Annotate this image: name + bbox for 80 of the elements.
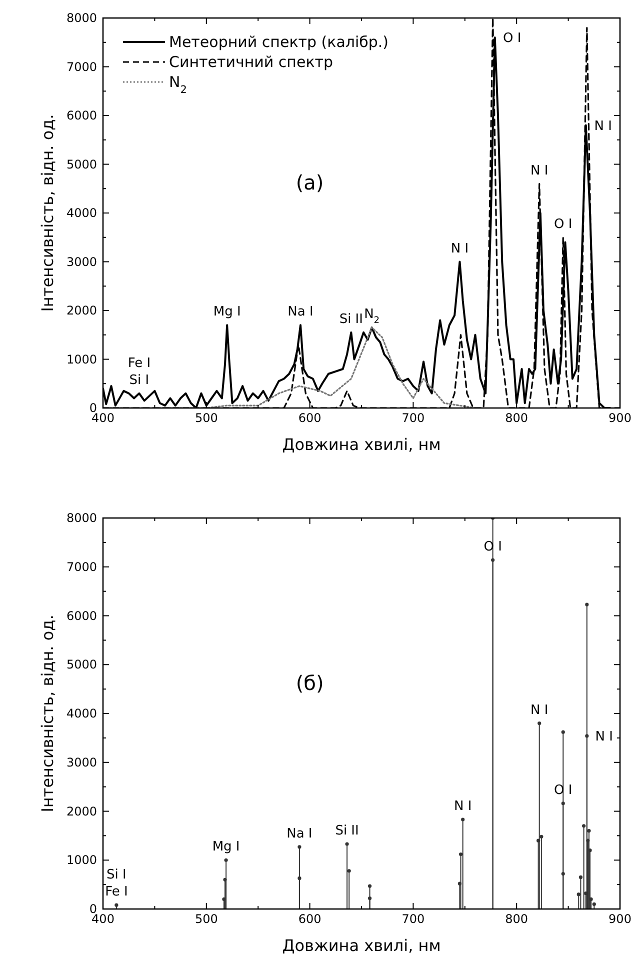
y-tick-label: 3000 [66, 254, 97, 269]
point [585, 602, 589, 606]
y-tick-label: 6000 [66, 608, 97, 623]
point [347, 869, 351, 873]
annotation: N I [594, 118, 612, 134]
x-tick-label: 400 [92, 912, 114, 926]
point [582, 824, 586, 828]
point [298, 845, 302, 849]
y-tick-label: 2000 [66, 304, 97, 318]
point [458, 852, 463, 856]
y-tick-label: 1000 [66, 352, 97, 366]
point [576, 892, 580, 896]
annotation: N I [530, 163, 548, 178]
y-tick-label: 7000 [66, 60, 97, 74]
x-tick-label: 500 [194, 411, 218, 425]
y-tick-label: 6000 [66, 108, 97, 122]
y-tick-label: 1000 [66, 853, 97, 868]
annotation: (б) [296, 671, 324, 696]
y-tick-label: 4000 [66, 206, 97, 220]
x-tick-label: 600 [298, 411, 322, 425]
annotation: Mg I [212, 840, 240, 855]
point [561, 802, 565, 806]
y-tick-label: 5000 [66, 658, 97, 672]
annotation: N I [595, 730, 614, 745]
point [538, 721, 542, 726]
annotation: N I [530, 702, 548, 718]
x-tick-label: 700 [402, 411, 425, 425]
annotation: Na I [288, 304, 314, 320]
y-axis-title: Інтенсивність, відн. од. [38, 614, 57, 812]
x-tick-label: 900 [608, 411, 632, 425]
annotation: Fe I [128, 356, 151, 371]
annotation: Si I [106, 868, 126, 883]
point [588, 848, 592, 852]
y-tick-label: 8000 [66, 11, 97, 25]
x-tick-label: 800 [505, 411, 528, 425]
annotation: Fe I [105, 884, 128, 900]
x-tick-label: 500 [194, 912, 218, 926]
x-tick-label: 400 [92, 411, 114, 425]
x-tick-label: 900 [608, 912, 632, 926]
point [491, 558, 495, 562]
legend-label: Метеорний спектр (калібр.) [169, 33, 389, 51]
x-tick-label: 800 [505, 912, 528, 926]
annotation: O I [554, 216, 572, 232]
y-tick-label: 7000 [66, 560, 97, 574]
x-axis-title: Довжина хвилі, нм [282, 435, 441, 454]
annotation: Si I [129, 372, 150, 388]
point [561, 872, 565, 876]
point [368, 884, 372, 888]
y-tick-label: 8000 [66, 511, 97, 525]
y-axis-title: Інтенсивність, відн. од. [38, 114, 57, 312]
x-tick-label: 700 [402, 912, 425, 926]
x-axis-title: Довжина хвилі, нм [282, 936, 441, 955]
annotation: N I [454, 799, 472, 814]
point [461, 818, 465, 822]
point [589, 897, 593, 902]
annotation: (a) [296, 170, 324, 195]
annotation: N I [450, 241, 469, 256]
annotation: N$_{2}$ [364, 307, 380, 326]
point [592, 902, 596, 906]
annotation: Na I [286, 826, 312, 842]
annotation: Si II [335, 824, 359, 839]
point [540, 834, 544, 838]
y-tick-label: 5000 [66, 157, 97, 172]
point [587, 829, 591, 833]
point [298, 876, 302, 880]
point [561, 730, 565, 734]
y-tick-label: 3000 [66, 755, 97, 770]
y-tick-label: 2000 [66, 804, 97, 818]
annotation: O I [503, 31, 522, 46]
point [585, 734, 589, 738]
y-tick-label: 4000 [66, 706, 97, 720]
x-tick-label: 600 [298, 912, 322, 926]
point [224, 858, 228, 862]
point [368, 896, 372, 900]
point [345, 842, 349, 846]
annotation: Si II [339, 312, 363, 327]
point [578, 875, 583, 880]
legend-label: Синтетичний спектр [169, 53, 334, 71]
legend-label: N$_{2}$ [169, 73, 187, 96]
annotation: Mg I [213, 304, 241, 320]
